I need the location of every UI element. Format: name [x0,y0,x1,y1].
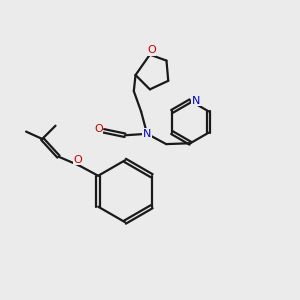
Text: O: O [73,154,82,165]
Text: O: O [147,45,156,55]
Text: O: O [94,124,103,134]
Text: N: N [143,129,151,139]
Text: N: N [192,96,200,106]
